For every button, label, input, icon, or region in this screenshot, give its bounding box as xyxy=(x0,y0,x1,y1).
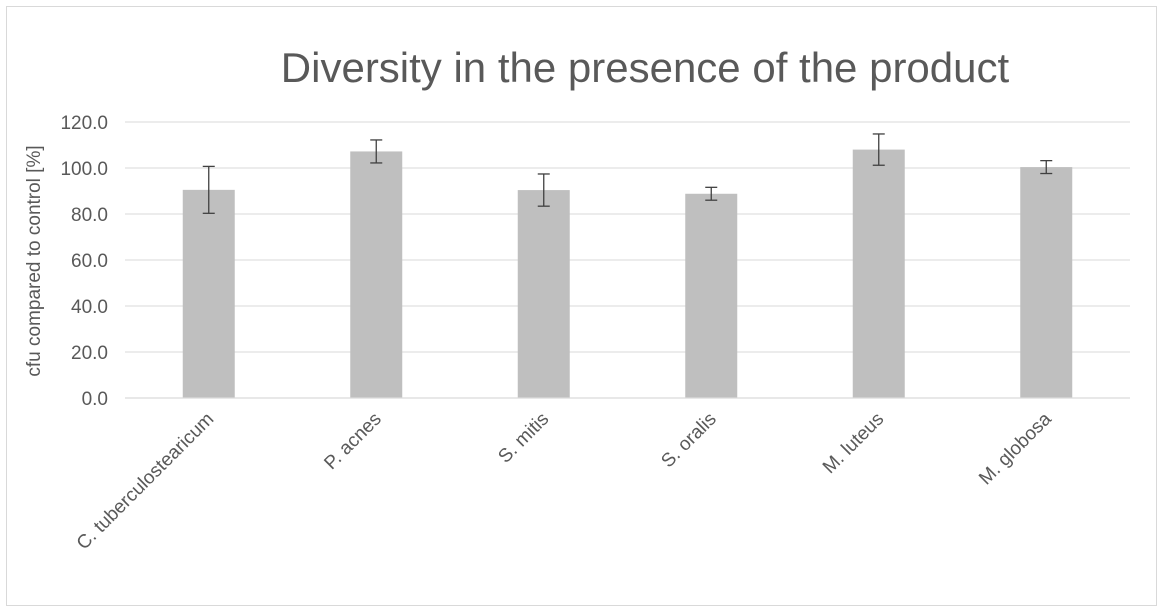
category-label: S. oralis xyxy=(657,409,720,472)
bar xyxy=(1020,167,1073,398)
error-bar xyxy=(1040,159,1053,175)
bar xyxy=(852,149,905,398)
category-label: P. acnes xyxy=(320,409,385,474)
y-tick-label: 120.0 xyxy=(60,113,108,134)
y-tick-label: 100.0 xyxy=(60,159,108,180)
chart-title: Diversity in the presence of the product xyxy=(281,44,1010,91)
y-tick-label: 60.0 xyxy=(71,251,108,272)
category-label: C. tuberculostearicum xyxy=(73,409,219,555)
error-bar xyxy=(705,186,718,201)
y-tick-label: 20.0 xyxy=(71,343,108,364)
error-bar xyxy=(537,173,550,207)
y-axis-label: cfu compared to control [%] xyxy=(24,145,45,376)
category-labels: C. tuberculostearicum P. acnes S. mitis S. … xyxy=(73,408,1056,554)
gridlines xyxy=(125,121,1130,353)
bar xyxy=(350,151,403,398)
bar xyxy=(685,193,738,398)
y-tick-label: 80.0 xyxy=(71,205,108,226)
y-tick-labels: 0.0 20.0 40.0 60.0 80.0 100.0 120.0 xyxy=(60,113,108,410)
error-bars xyxy=(202,133,1053,214)
y-tick-label: 40.0 xyxy=(71,297,108,318)
category-label: M. globosa xyxy=(975,408,1056,489)
bar xyxy=(182,189,235,398)
category-label: S. mitis xyxy=(494,409,553,468)
category-label: M. luteus xyxy=(819,409,888,478)
error-bar xyxy=(370,139,383,164)
y-tick-label: 0.0 xyxy=(82,389,108,410)
bars xyxy=(182,149,1073,398)
bar xyxy=(517,190,570,398)
error-bar xyxy=(872,133,885,166)
error-bar xyxy=(202,165,215,214)
